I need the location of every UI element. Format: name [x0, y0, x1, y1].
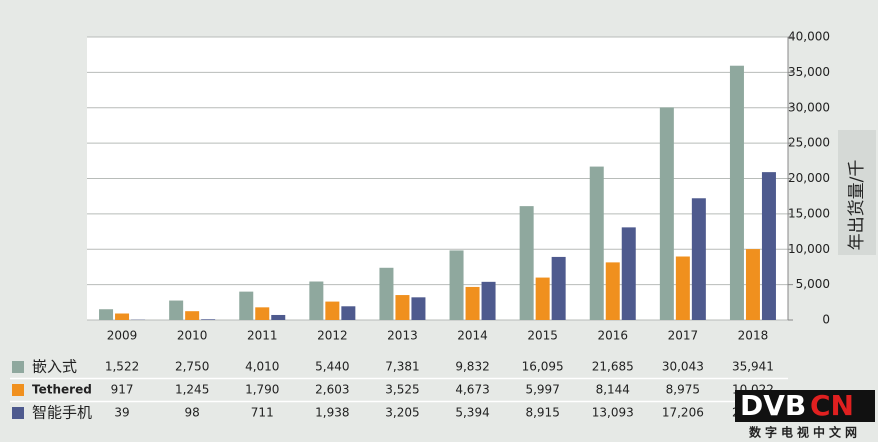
- axis-title-bg: [838, 130, 876, 255]
- bar: [675, 256, 690, 320]
- legend-swatch: [12, 361, 24, 373]
- bar: [271, 314, 286, 320]
- y-tick-label: 15,000: [788, 206, 830, 220]
- table-cell: 98: [185, 406, 200, 420]
- bar: [325, 301, 340, 320]
- x-tick-label: 2018: [738, 329, 769, 343]
- table-cell: 7,381: [385, 360, 419, 374]
- x-tick-label: 2012: [317, 329, 348, 343]
- table-cell: 3,525: [385, 383, 419, 397]
- bar: [185, 311, 200, 320]
- table-cell: 3,205: [385, 406, 419, 420]
- bar: [589, 166, 604, 320]
- table-cell: 5,440: [315, 360, 349, 374]
- y-tick-label: 10,000: [788, 242, 830, 256]
- y-tick-label: 5,000: [796, 277, 830, 291]
- table-cell: 2,750: [175, 360, 209, 374]
- table-cell: 5,997: [525, 383, 559, 397]
- bar: [519, 206, 534, 320]
- bar: [745, 249, 760, 320]
- table-cell: 8,915: [525, 406, 559, 420]
- table-cell: 1,522: [105, 360, 139, 374]
- x-tick-label: 2013: [387, 329, 418, 343]
- table-cell: 917: [111, 383, 134, 397]
- x-tick-label: 2009: [107, 329, 138, 343]
- bar: [115, 313, 130, 320]
- y-axis-title: 年出货量/千: [847, 160, 867, 251]
- table-cell: 35,941: [732, 360, 774, 374]
- y-tick-label: 30,000: [788, 100, 830, 114]
- x-tick-label: 2014: [457, 329, 488, 343]
- bar: [729, 65, 744, 320]
- y-tick-label: 25,000: [788, 136, 830, 150]
- x-tick-label: 2010: [177, 329, 208, 343]
- bar: [411, 297, 426, 320]
- logo-subtitle: 数字电视中文网: [749, 425, 861, 440]
- x-tick-label: 2017: [668, 329, 699, 343]
- table-cell: 30,043: [662, 360, 704, 374]
- table-cell: 2,603: [315, 383, 349, 397]
- legend-swatch: [12, 407, 24, 419]
- bar: [535, 277, 550, 320]
- table-cell: 17,206: [662, 406, 704, 420]
- bar: [341, 306, 356, 320]
- legend-label: Tethered: [32, 383, 92, 397]
- bar: [239, 291, 254, 320]
- watermark: DVB CN 数字电视中文网: [735, 389, 875, 440]
- x-tick-label: 2011: [247, 329, 278, 343]
- table-cell: 4,010: [245, 360, 279, 374]
- table-cell: 1,790: [245, 383, 279, 397]
- y-tick-label: 40,000: [788, 30, 830, 44]
- y-tick-label: 35,000: [788, 65, 830, 79]
- table-cell: 21,685: [592, 360, 634, 374]
- bar: [379, 267, 394, 320]
- legend-label: 智能手机: [32, 404, 92, 422]
- bar: [659, 107, 674, 321]
- table-cell: 5,394: [455, 406, 489, 420]
- bar: [551, 256, 566, 320]
- table-cell: 1,245: [175, 383, 209, 397]
- legend-swatch: [12, 384, 24, 396]
- table-cell: 9,832: [455, 360, 489, 374]
- legend-label: 嵌入式: [32, 358, 77, 376]
- bar: [395, 295, 410, 320]
- x-tick-label: 2016: [597, 329, 628, 343]
- bar: [691, 198, 706, 320]
- table-cell: 16,095: [522, 360, 564, 374]
- bar: [481, 281, 496, 320]
- bar: [465, 286, 480, 320]
- table-cell: 8,975: [666, 383, 700, 397]
- table-cell: 4,673: [455, 383, 489, 397]
- table-cell: 1,938: [315, 406, 349, 420]
- bar: [761, 172, 776, 320]
- logo-right: CN: [810, 389, 854, 422]
- logo-left: DVB: [740, 389, 806, 422]
- bar: [449, 250, 464, 320]
- table-cell: 13,093: [592, 406, 634, 420]
- bar: [309, 281, 324, 320]
- table-cell: 711: [251, 406, 274, 420]
- x-tick-label: 2015: [527, 329, 558, 343]
- bar: [255, 307, 270, 320]
- logo-box: [735, 390, 875, 422]
- y-tick-label: 20,000: [788, 171, 830, 185]
- bar: [605, 262, 620, 320]
- bar: [169, 300, 184, 320]
- bar: [201, 319, 216, 320]
- table-cell: 39: [114, 406, 129, 420]
- table-cell: 8,144: [596, 383, 630, 397]
- y-tick-label: 0: [822, 313, 830, 327]
- bar: [621, 227, 636, 320]
- bar: [99, 309, 114, 320]
